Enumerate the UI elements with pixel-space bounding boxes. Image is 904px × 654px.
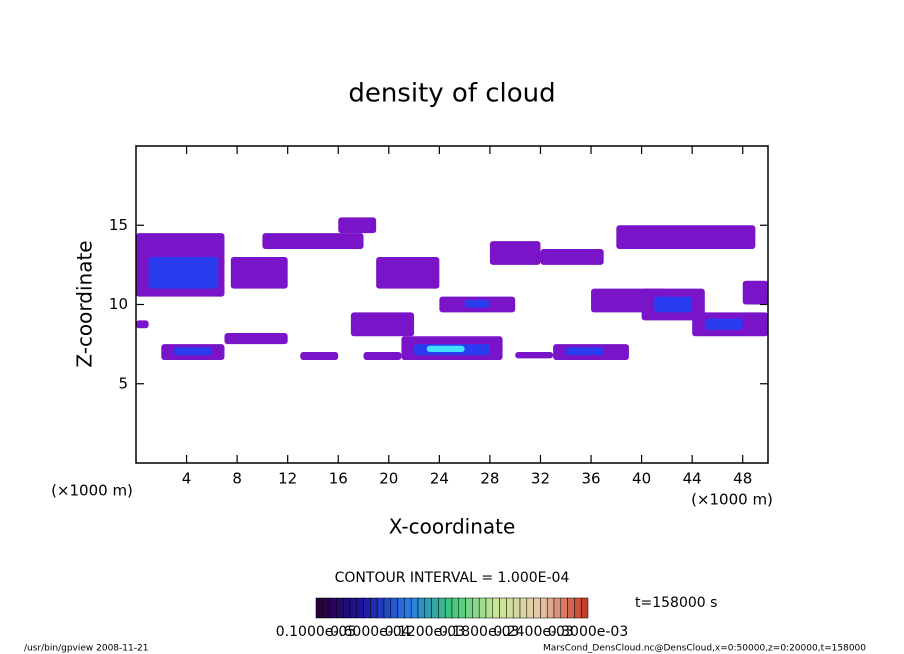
colorbar-cell — [485, 597, 494, 619]
colorbar-cell — [370, 597, 378, 619]
contour-cell — [704, 318, 743, 330]
x-unit: (×1000 m) — [691, 491, 773, 509]
y-tick-label: 5 — [118, 374, 128, 392]
chart-title: density of cloud — [348, 79, 555, 109]
y-tick-label: 15 — [109, 216, 128, 234]
x-tick-label: 28 — [480, 470, 499, 488]
colorbar-cell — [444, 597, 453, 619]
contour-cell — [173, 347, 212, 356]
x-tick-label: 36 — [581, 470, 600, 488]
x-unit: (×1000 m) — [51, 482, 133, 500]
colorbar-cell — [526, 597, 534, 619]
x-tick-label: 32 — [531, 470, 550, 488]
colorbar-cell — [424, 597, 432, 619]
colorbar-cell — [458, 597, 466, 619]
colorbar-cell — [567, 597, 575, 619]
colorbar-label: 0.3000e-03 — [548, 624, 628, 640]
colorbar-cell — [410, 597, 419, 619]
y-axis-label: Z-coordinate — [73, 240, 97, 367]
x-tick-label: 24 — [430, 470, 449, 488]
footer-right: MarsCond_DensCloud.nc@DensCloud,x=0:5000… — [543, 644, 866, 654]
colorbar-cell — [349, 597, 358, 619]
contour-cell — [540, 249, 604, 265]
colorbar-cell — [580, 597, 589, 619]
colorbar-cell — [533, 597, 541, 619]
colorbar-cell — [315, 597, 324, 619]
colorbar-cell — [376, 597, 385, 619]
colorbar-label: 0.2400e-03 — [493, 624, 573, 640]
x-tick-label: 48 — [733, 470, 752, 488]
colorbar-cell — [404, 597, 412, 619]
colorbar-cell — [506, 597, 514, 619]
contour-cell — [136, 320, 149, 329]
contour-cell — [426, 345, 465, 353]
x-tick-label: 4 — [182, 470, 192, 488]
colorbar-cell — [417, 597, 426, 619]
colorbar-cell — [322, 597, 330, 619]
contour-cell — [565, 347, 604, 356]
x-tick-label: 20 — [379, 470, 398, 488]
contour-cell — [489, 241, 541, 265]
x-tick-label: 12 — [278, 470, 297, 488]
colorbar-cell — [336, 597, 344, 619]
contour-cell — [742, 280, 768, 305]
colorbar-cell — [499, 597, 507, 619]
contour-cell — [262, 233, 364, 250]
colorbar — [315, 597, 589, 619]
colorbar-cell — [472, 597, 480, 619]
colorbar-label: 0.1000e-05 — [276, 624, 356, 640]
colorbar-cell — [431, 597, 439, 619]
contour-cell — [230, 256, 288, 289]
y-tick-label: 10 — [109, 295, 128, 313]
colorbar-cell — [492, 597, 500, 619]
colorbar-cell — [465, 597, 473, 619]
colorbar-cell — [342, 597, 351, 619]
x-tick-label: 16 — [329, 470, 348, 488]
contour-cell — [616, 225, 756, 250]
contour-cell — [363, 352, 402, 360]
colorbar-cell — [329, 597, 337, 619]
contour-cell — [300, 352, 339, 360]
colorbar-cell — [546, 597, 555, 619]
x-tick-label: 40 — [632, 470, 651, 488]
time-label: t=158000 s — [635, 595, 717, 611]
contour-cell — [376, 256, 440, 289]
colorbar-cell — [560, 597, 568, 619]
colorbar-cell — [390, 597, 398, 619]
colorbar-cell — [519, 597, 528, 619]
x-axis-label: X-coordinate — [389, 515, 516, 539]
colorbar-cell — [478, 597, 487, 619]
colorbar-label: 0.6000e-04 — [330, 624, 411, 640]
colorbar-cell — [574, 597, 582, 619]
contour-interval: CONTOUR INTERVAL = 1.000E-04 — [335, 570, 570, 586]
x-tick-label: 8 — [232, 470, 242, 488]
footer-left: /usr/bin/gpview 2008-11-21 — [24, 644, 148, 654]
contour-cell — [338, 217, 377, 234]
plot-area — [136, 217, 768, 360]
contour-cell — [148, 256, 219, 289]
colorbar-cell — [540, 597, 548, 619]
contour-cell — [515, 352, 554, 359]
contour-cell — [464, 299, 490, 308]
colorbar-cell — [356, 597, 364, 619]
colorbar-cell — [553, 597, 562, 619]
colorbar-label: 0.1200e-03 — [385, 624, 465, 640]
contour-cell — [654, 296, 693, 313]
colorbar-label: 0.1800e-03 — [439, 624, 519, 640]
x-tick-label: 44 — [683, 470, 702, 488]
contour-cell — [224, 333, 288, 345]
colorbar-cell — [451, 597, 460, 619]
colorbar-cell — [383, 597, 392, 619]
colorbar-cell — [512, 597, 521, 619]
contour-cell — [350, 312, 415, 337]
colorbar-cell — [438, 597, 446, 619]
colorbar-cell — [397, 597, 405, 619]
colorbar-cell — [363, 597, 371, 619]
